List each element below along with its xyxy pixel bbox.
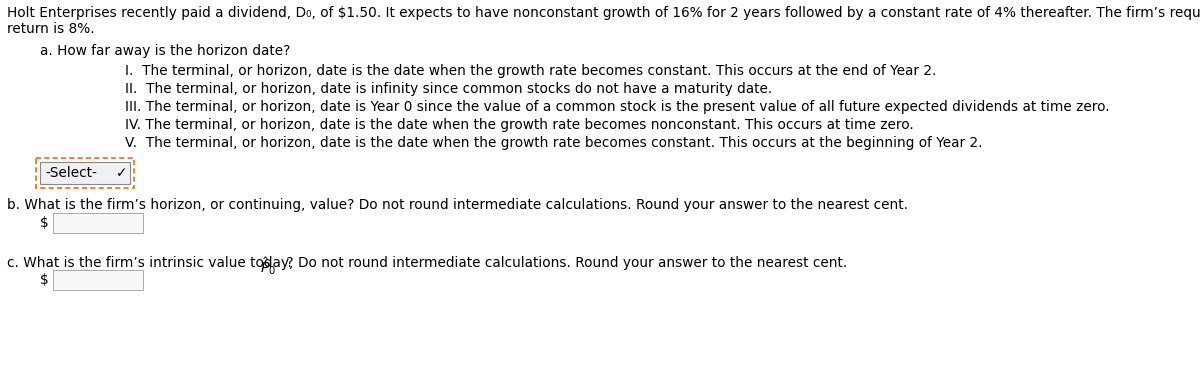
FancyBboxPatch shape (40, 162, 130, 184)
Text: II.  The terminal, or horizon, date is infinity since common stocks do not have : II. The terminal, or horizon, date is in… (125, 82, 773, 96)
FancyBboxPatch shape (53, 270, 143, 290)
Text: IV. The terminal, or horizon, date is the date when the growth rate becomes nonc: IV. The terminal, or horizon, date is th… (125, 118, 913, 132)
Text: b. What is the firm’s horizon, or continuing, value? Do not round intermediate c: b. What is the firm’s horizon, or contin… (7, 198, 908, 212)
Text: ✓: ✓ (116, 166, 127, 180)
Text: Holt Enterprises recently paid a dividend, D₀, of $1.50. It expects to have nonc: Holt Enterprises recently paid a dividen… (7, 6, 1200, 20)
Text: V.  The terminal, or horizon, date is the date when the growth rate becomes cons: V. The terminal, or horizon, date is the… (125, 136, 983, 150)
Text: ? Do not round intermediate calculations. Round your answer to the nearest cent.: ? Do not round intermediate calculations… (282, 256, 847, 270)
Text: return is 8%.: return is 8%. (7, 22, 95, 36)
Text: a. How far away is the horizon date?: a. How far away is the horizon date? (40, 44, 290, 58)
Text: $: $ (40, 273, 49, 287)
Text: $\hat{P}_0$: $\hat{P}_0$ (260, 255, 276, 277)
Text: -Select-: -Select- (46, 166, 97, 180)
FancyBboxPatch shape (53, 213, 143, 233)
Text: $: $ (40, 216, 49, 230)
Text: c. What is the firm’s intrinsic value today,: c. What is the firm’s intrinsic value to… (7, 256, 298, 270)
Text: I.  The terminal, or horizon, date is the date when the growth rate becomes cons: I. The terminal, or horizon, date is the… (125, 64, 936, 78)
Text: III. The terminal, or horizon, date is Year 0 since the value of a common stock : III. The terminal, or horizon, date is Y… (125, 100, 1110, 114)
